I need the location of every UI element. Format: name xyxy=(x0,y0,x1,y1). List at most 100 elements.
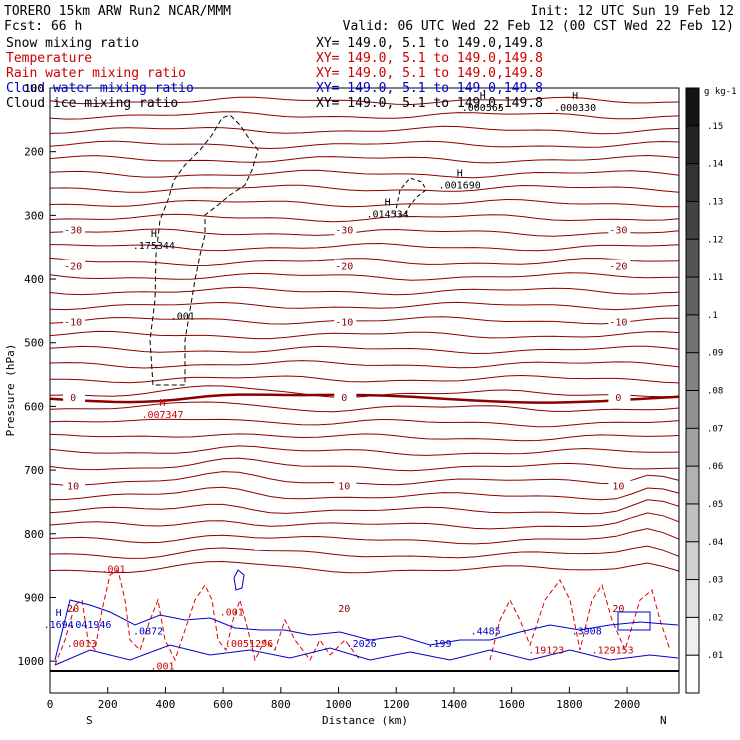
colorbar-segment xyxy=(686,617,699,656)
extremum-value: .175344 xyxy=(133,241,175,252)
extremum-value: .000565 xyxy=(462,103,504,114)
colorbar-segment xyxy=(686,239,699,278)
snow-mixing-ratio-shading xyxy=(160,255,190,405)
legend-field-name: Cloud water mixing ratio xyxy=(6,81,194,96)
temperature-contour-label: -30 xyxy=(335,225,353,236)
contour-label-bg xyxy=(608,315,631,328)
legend-xy-range: XY= 149.0, 5.1 to 149.0,149.8 xyxy=(316,51,543,66)
temperature-contour-line xyxy=(49,169,680,179)
extremum-value: .0013 xyxy=(67,639,97,650)
extremum-symbol: H xyxy=(457,169,463,180)
x-tick-label: 600 xyxy=(213,698,233,711)
y-tick-label: 900 xyxy=(24,591,44,604)
temperature-contour-line xyxy=(49,213,680,223)
temperature-contour-line xyxy=(49,545,680,559)
temperature-contour-line xyxy=(49,286,680,296)
temperature-contour-label: -30 xyxy=(609,225,627,236)
colorbar-tick-label: .13 xyxy=(707,197,723,207)
temperature-contour-label: -10 xyxy=(64,318,82,329)
colorbar-tick-label: .04 xyxy=(707,538,723,548)
temperature-contour-line xyxy=(49,111,680,120)
x-tick-label: 1000 xyxy=(325,698,352,711)
rain-water-contours xyxy=(54,569,671,666)
extremum-symbol: H xyxy=(385,197,391,208)
extremum-value: .1694 xyxy=(44,620,74,631)
colorbar-segment xyxy=(686,88,699,126)
rain-contour-west xyxy=(54,569,361,666)
temperature-contour-label: 10 xyxy=(612,481,624,492)
y-tick-label: 700 xyxy=(24,464,44,477)
colorbar-tick-label: .08 xyxy=(707,387,723,397)
colorbar-segment xyxy=(686,125,699,164)
colorbar-tick-label: .07 xyxy=(707,424,723,434)
temperature-contour-label: -20 xyxy=(335,262,353,273)
colorbar-segment xyxy=(686,390,699,429)
y-tick-label: 800 xyxy=(24,528,44,541)
colorbar-tick-label: .06 xyxy=(707,462,723,472)
temperature-contour-line xyxy=(49,471,680,486)
temperature-contour-line xyxy=(49,445,680,456)
extremum-value: .041946 xyxy=(69,620,111,631)
colorbar-segment xyxy=(686,314,699,353)
temperature-contour-line xyxy=(49,512,680,530)
plot-area: -30 -30 -30 -20 -20 -20 -10 -10 -10 0 0 0 10 10 10 20 20… xyxy=(44,87,680,694)
extremum-symbol: H xyxy=(160,398,166,409)
extremum-value: .001 xyxy=(220,607,244,618)
temperature-contour-line xyxy=(49,499,680,515)
cloud-water-contours xyxy=(54,569,679,666)
temperature-contour-line xyxy=(49,360,680,369)
extremum-symbol: H xyxy=(56,608,62,619)
colorbar-tick-label: .11 xyxy=(707,273,723,283)
x-axis-ticks: 0 200 400 600 800 1000 1200 1400 1600 1800 2000 xyxy=(47,687,640,711)
header-model-title: TORERO 15km ARW Run2 NCAR/MMM xyxy=(4,4,231,19)
temperature-contour-line xyxy=(49,385,680,398)
temperature-contour-line xyxy=(49,486,680,501)
cloud-water-contour-top xyxy=(54,599,679,661)
colorbar-segment xyxy=(686,503,699,542)
legend-xy-range: XY= 149.0, 5.1 to 149.0,149.8 xyxy=(316,96,543,111)
snow-maximum-column xyxy=(160,255,190,405)
extrema-labels: H.175344.001H.007347H.014534H.001690H.00… xyxy=(44,91,634,673)
extremum-value: .2026 xyxy=(347,639,377,650)
temperature-contours: -30 -30 -30 -20 -20 -20 -10 -10 -10 0 0 0 10 10 10 20 20… xyxy=(49,96,680,615)
cloud-ice-outline-east xyxy=(394,177,427,216)
extremum-value: .129153 xyxy=(592,646,634,657)
x-tick-label: 1800 xyxy=(556,698,583,711)
contour-label-bg xyxy=(608,602,631,615)
x-tick-label: 1400 xyxy=(441,698,468,711)
extremum-value: .0872 xyxy=(133,627,163,638)
temperature-contour-label: -10 xyxy=(609,318,627,329)
cloud-water-contour-bottom xyxy=(54,644,679,666)
temperature-contour-line xyxy=(49,228,680,237)
temperature-contour-line xyxy=(49,96,680,106)
header-valid-time: Valid: 06 UTC Wed 22 Feb 12 (00 CST Wed … xyxy=(343,19,734,34)
temperature-contour-line xyxy=(49,560,680,574)
x-tick-label: 1600 xyxy=(498,698,525,711)
contour-label-bg xyxy=(63,315,86,328)
temperature-contour-label: -10 xyxy=(335,318,353,329)
y-tick-label: 400 xyxy=(24,273,44,286)
contour-label-bg xyxy=(608,390,631,403)
temperature-contour-label: 20 xyxy=(612,604,624,615)
extremum-value: .001 xyxy=(150,662,174,673)
temperature-contour-line xyxy=(49,528,680,545)
extremum-value: .001690 xyxy=(439,181,481,192)
y-tick-label: 600 xyxy=(24,400,44,413)
temperature-contour-line xyxy=(49,457,680,472)
contour-label-bg xyxy=(334,390,357,403)
header-forecast-hour: Fcst: 66 h xyxy=(4,19,82,34)
rain-contour-east xyxy=(489,579,671,661)
y-tick-label: 300 xyxy=(24,209,44,222)
plot-frame xyxy=(49,87,680,694)
contour-label-bg xyxy=(334,479,357,492)
temperature-contour-label: 0 xyxy=(341,393,347,404)
colorbar-segment xyxy=(686,655,699,693)
extremum-symbol: H xyxy=(480,91,486,102)
legend-field-name: Temperature xyxy=(6,51,92,66)
legend-xy-range: XY= 149.0, 5.1 to 149.0,149.8 xyxy=(316,81,543,96)
colorbar-unit-label: g kg-1 xyxy=(704,87,737,97)
north-end-label: N xyxy=(660,714,667,727)
header-init-time: Init: 12 UTC Sun 19 Feb 12 xyxy=(531,4,735,19)
temperature-contour-label: 0 xyxy=(70,393,76,404)
y-tick-label: 200 xyxy=(24,146,44,159)
